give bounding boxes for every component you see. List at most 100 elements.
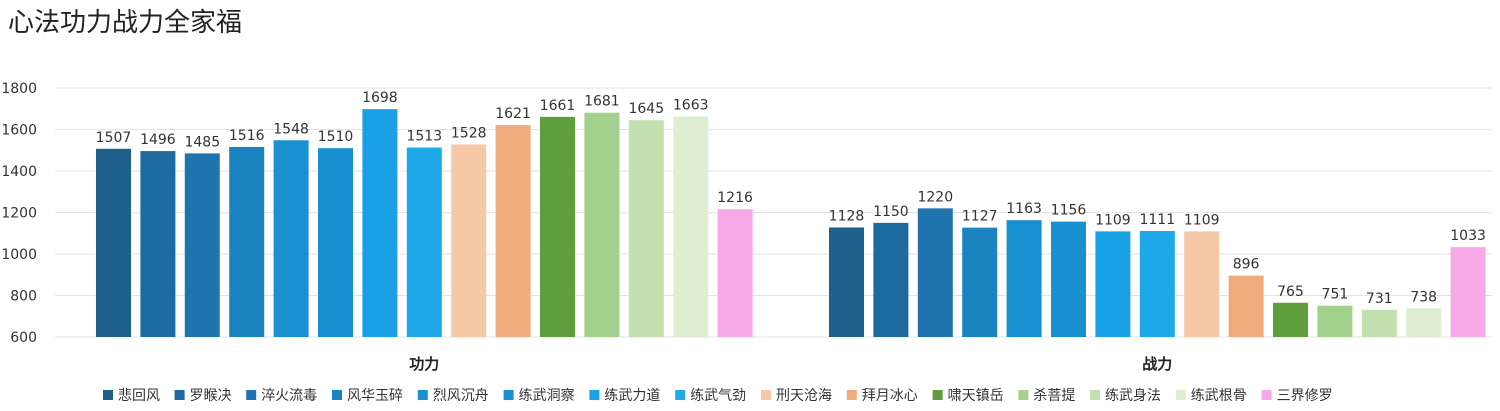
legend-label: 罗睺决 [190,388,232,404]
bar [717,209,753,337]
legend-label: 淬火流毒 [261,388,317,404]
data-label: 1220 [917,189,953,205]
data-label: 1528 [451,125,487,141]
data-label: 1485 [184,134,220,150]
legend-swatch [589,390,600,400]
legend-label: 风华玉碎 [347,388,403,404]
legend-swatch [103,390,113,400]
legend-swatch [1090,390,1100,400]
data-label: 1163 [1006,201,1042,217]
legend-swatch [932,390,943,400]
y-tick-label: 600 [10,330,37,346]
bar [1006,220,1042,337]
bar [873,222,909,337]
bar [1051,221,1086,337]
bar [318,148,353,337]
bar [1095,231,1131,337]
legend-label: 啸天镇岳 [948,388,1004,404]
y-tick-label: 1200 [1,206,37,222]
bar [184,153,220,337]
y-tick-label: 1400 [1,164,37,180]
y-tick-label: 1800 [1,81,37,97]
legend-label: 杀菩提 [1033,388,1075,404]
bar [1450,247,1486,337]
bar [1406,308,1442,337]
data-label: 1109 [1095,212,1131,228]
legend-label: 烈风沉舟 [433,388,489,404]
legend-label: 练武根骨 [1191,388,1247,404]
data-label: 1516 [229,128,265,144]
legend-swatch [417,390,428,400]
x-category-label: 功力 [409,355,439,373]
data-label: 1127 [962,209,998,225]
bar [917,208,953,337]
data-label: 1681 [584,94,620,110]
bar [829,227,864,337]
legend-swatch [246,390,257,400]
data-label: 1033 [1450,228,1486,244]
data-label: 1510 [318,129,354,145]
bar [406,147,442,337]
data-label: 1507 [96,130,132,146]
bar [584,112,620,337]
chart-title: 心法功力战力全家福 [8,8,243,38]
legend-label: 练武洞察 [519,387,575,404]
legend-label: 悲回风 [118,387,160,404]
bar [673,116,709,338]
legend-label: 练武力道 [604,388,660,404]
data-label: 738 [1410,289,1437,305]
legend-swatch [846,390,857,400]
legend-label: 练武气劲 [690,388,746,404]
y-tick-label: 1600 [1,123,37,139]
bar [962,227,998,337]
bar [273,140,309,337]
data-label: 1216 [717,190,753,206]
bar [451,144,487,337]
bar [1361,309,1397,337]
data-label: 1128 [829,208,865,224]
legend-swatch [1261,390,1272,400]
data-label: 1156 [1051,203,1087,219]
data-label: 731 [1366,291,1393,307]
data-label: 896 [1233,257,1260,273]
data-label: 1548 [273,121,309,137]
legend-label: 刑天沧海 [776,387,832,404]
bar [1317,305,1353,337]
data-label: 1109 [1184,212,1220,228]
y-tick-label: 800 [10,289,37,305]
data-label: 1513 [406,129,442,145]
legend-swatch [174,390,185,400]
data-label: 1150 [873,204,909,220]
bar [1139,230,1175,337]
data-label: 765 [1277,284,1304,300]
bar [1273,302,1308,337]
data-label: 1698 [362,90,398,106]
data-label: 1496 [140,132,176,148]
legend-swatch [1018,390,1029,400]
bar [1228,275,1264,337]
legend-swatch [332,390,342,400]
legend-label: 拜月冰心 [862,388,918,404]
legend-label: 练武身法 [1105,388,1161,404]
legend-label: 三界修罗 [1277,388,1333,404]
bar [628,120,664,337]
legend-swatch [503,390,514,400]
bar [540,116,575,337]
x-category-label: 战力 [1142,355,1172,373]
bar [1184,231,1220,337]
data-label: 1663 [673,97,709,113]
legend-swatch [761,390,771,400]
legend-swatch [1175,390,1186,400]
bar [96,148,131,337]
data-label: 1621 [495,106,531,122]
bar [229,146,265,337]
bar [495,125,531,337]
legend-swatch [675,390,686,400]
data-label: 1661 [540,98,576,114]
data-label: 1111 [1139,212,1175,228]
bar [140,151,176,337]
data-label: 751 [1322,287,1349,303]
bar [362,109,398,337]
data-label: 1645 [628,101,664,117]
